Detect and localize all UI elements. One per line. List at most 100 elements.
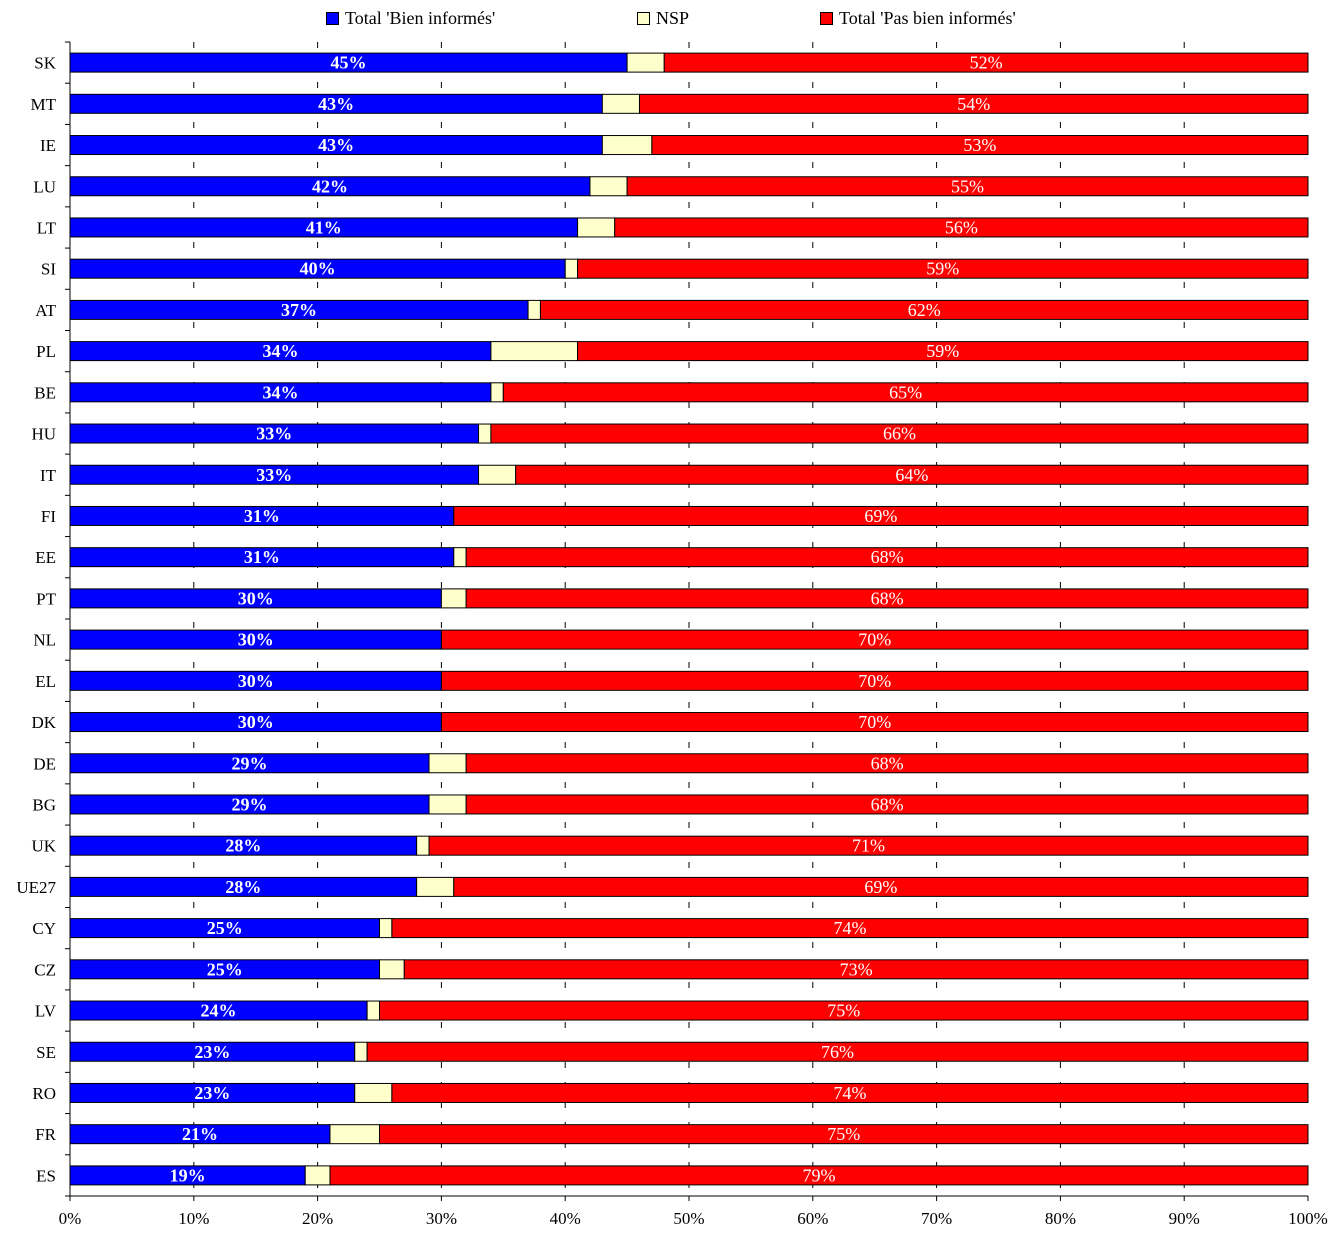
x-tick-label: 50% [673, 1209, 704, 1228]
bar-pas [502, 382, 1309, 403]
category-label: DK [31, 713, 56, 732]
bar-nsp [366, 1000, 380, 1021]
bar-pas [391, 1082, 1309, 1103]
x-tick-label: 80% [1045, 1209, 1076, 1228]
category-label: SE [36, 1043, 56, 1062]
bar-nsp [478, 464, 517, 485]
x-tick-label: 100% [1288, 1209, 1328, 1228]
data-label-bien: 45% [331, 53, 367, 73]
x-tick-label: 40% [550, 1209, 581, 1228]
legend-swatch-nsp [637, 12, 650, 25]
category-label: AT [35, 301, 56, 320]
category-label: CY [32, 919, 56, 938]
bar-pas [379, 1124, 1309, 1145]
data-label-bien: 29% [232, 794, 268, 814]
bar-nsp [453, 547, 467, 568]
data-label-bien: 33% [256, 424, 292, 444]
category-label: FR [35, 1125, 56, 1144]
bar-nsp [478, 423, 492, 444]
data-label-pas: 74% [833, 918, 866, 938]
legend: Total 'Bien informés' NSP Total 'Pas bie… [0, 8, 1336, 36]
data-label-bien: 23% [194, 1083, 230, 1103]
data-label-pas: 52% [970, 53, 1003, 73]
bar-nsp [416, 835, 430, 856]
legend-label-nsp: NSP [656, 8, 690, 28]
data-label-pas: 74% [833, 1083, 866, 1103]
category-label: CZ [34, 960, 56, 979]
data-label-bien: 21% [182, 1124, 218, 1144]
data-label-pas: 68% [871, 588, 904, 608]
category-label: LT [37, 218, 57, 237]
category-label: LU [33, 177, 56, 196]
bar-nsp [304, 1165, 331, 1186]
bar-nsp [577, 217, 616, 238]
bar-nsp [416, 876, 455, 897]
data-label-bien: 30% [238, 630, 274, 650]
data-label-bien: 43% [318, 94, 354, 114]
bar-pas [465, 547, 1309, 568]
data-label-pas: 69% [864, 877, 897, 897]
bar-nsp [428, 794, 467, 815]
data-label-bien: 29% [232, 753, 268, 773]
data-label-bien: 31% [244, 547, 280, 567]
category-label: BG [32, 795, 56, 814]
data-label-bien: 19% [170, 1165, 206, 1185]
data-label-bien: 37% [281, 300, 317, 320]
data-label-pas: 79% [802, 1165, 835, 1185]
bar-nsp [354, 1082, 393, 1103]
data-label-pas: 68% [871, 753, 904, 773]
category-label: UK [31, 837, 56, 856]
bar-pas [403, 959, 1309, 980]
bar-nsp [490, 341, 579, 362]
bar-pas [329, 1165, 1309, 1186]
data-label-bien: 34% [262, 382, 298, 402]
bar-nsp [329, 1124, 381, 1145]
data-label-pas: 65% [889, 382, 922, 402]
bar-pas [638, 93, 1309, 114]
category-label: MT [31, 95, 57, 114]
category-label: FI [41, 507, 56, 526]
data-label-bien: 28% [225, 836, 261, 856]
bar-nsp [490, 382, 504, 403]
data-label-bien: 33% [256, 465, 292, 485]
category-label: BE [34, 383, 56, 402]
legend-swatch-bien [326, 12, 339, 25]
category-label: LV [35, 1002, 57, 1021]
category-label: NL [33, 631, 56, 650]
x-tick-label: 10% [178, 1209, 209, 1228]
x-tick-label: 90% [1169, 1209, 1200, 1228]
data-label-pas: 62% [908, 300, 941, 320]
data-label-bien: 31% [244, 506, 280, 526]
data-label-pas: 70% [858, 630, 891, 650]
bar-pas [440, 670, 1309, 691]
bar-pas [614, 217, 1309, 238]
data-label-bien: 25% [207, 959, 243, 979]
category-label: HU [31, 425, 56, 444]
category-label: ES [36, 1166, 56, 1185]
data-label-pas: 70% [858, 671, 891, 691]
data-label-bien: 40% [300, 259, 336, 279]
category-label: PT [36, 589, 56, 608]
bar-pas [391, 918, 1309, 939]
data-label-bien: 30% [238, 671, 274, 691]
legend-swatch-pas [820, 12, 833, 25]
legend-item-pas: Total 'Pas bien informés' [820, 8, 1016, 29]
x-tick-label: 20% [302, 1209, 333, 1228]
bar-pas [465, 753, 1309, 774]
data-label-pas: 59% [926, 341, 959, 361]
data-label-bien: 34% [262, 341, 298, 361]
bar-nsp [354, 1041, 368, 1062]
bar-nsp [379, 918, 393, 939]
category-label: EE [35, 548, 56, 567]
data-label-pas: 54% [957, 94, 990, 114]
data-label-pas: 68% [871, 794, 904, 814]
data-label-pas: 75% [827, 1001, 860, 1021]
bar-pas [465, 794, 1309, 815]
bar-pas [465, 588, 1309, 609]
bar-pas [440, 712, 1309, 733]
bar-nsp [626, 52, 665, 73]
x-tick-label: 60% [797, 1209, 828, 1228]
data-label-bien: 41% [306, 217, 342, 237]
data-label-pas: 73% [840, 959, 873, 979]
category-label: IE [40, 136, 56, 155]
